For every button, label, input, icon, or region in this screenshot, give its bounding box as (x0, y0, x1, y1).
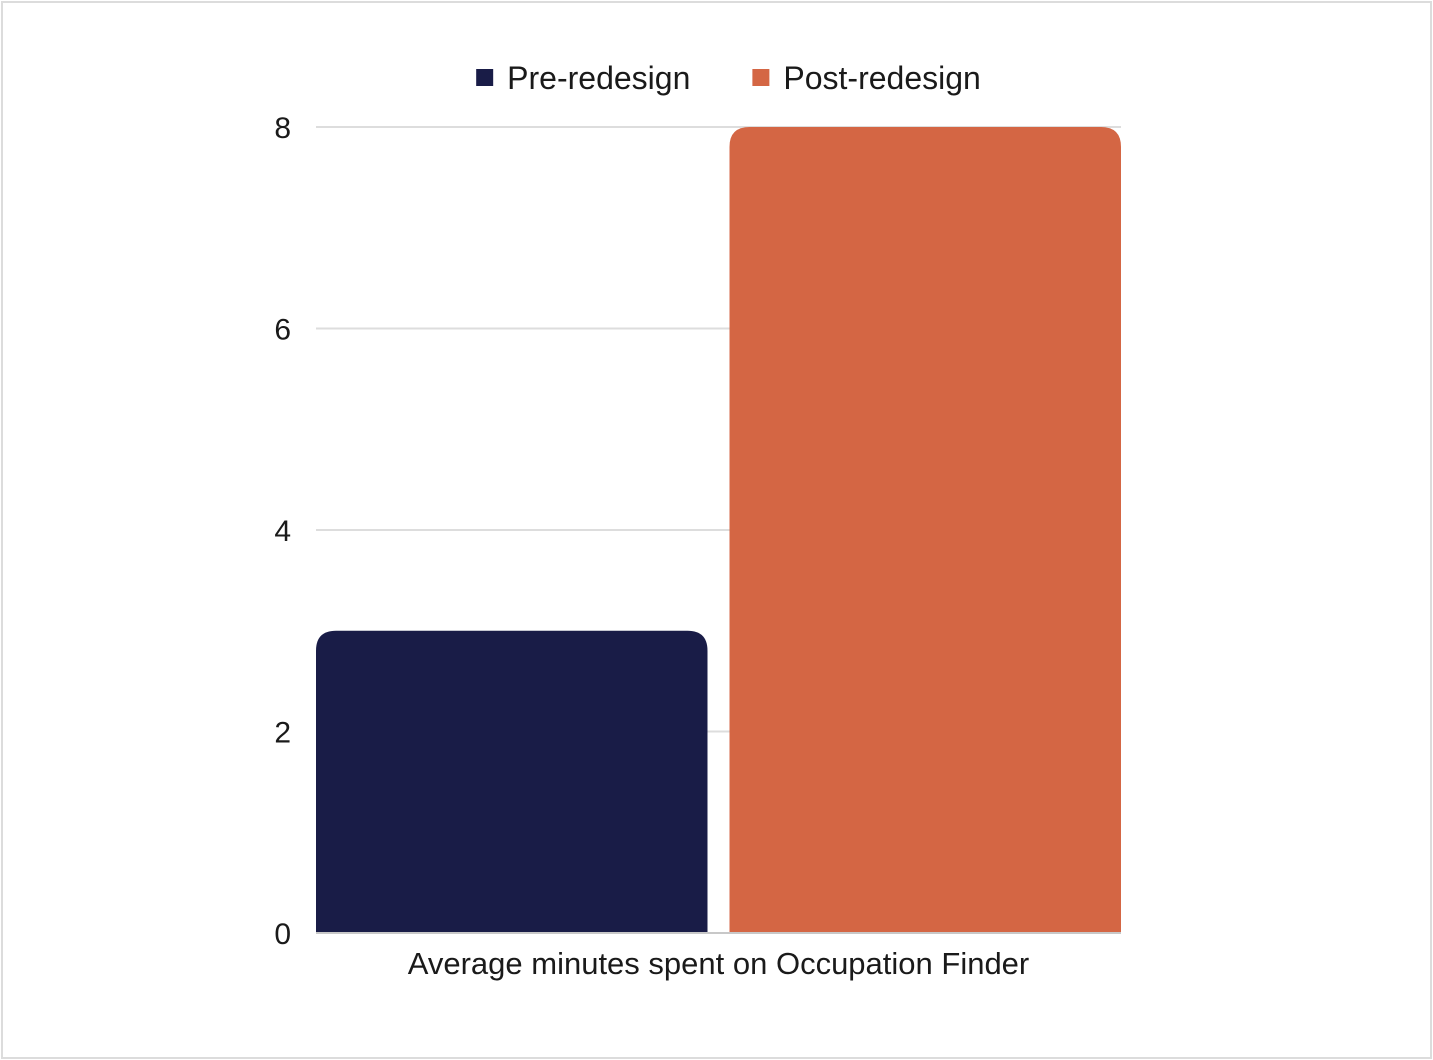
x-category-label: Average minutes spent on Occupation Find… (408, 946, 1030, 981)
legend-item-pre-redesign: Pre-redesign (476, 60, 690, 96)
legend-swatch (752, 69, 770, 86)
category-labels: Average minutes spent on Occupation Find… (408, 946, 1030, 981)
legend: Pre-redesign Post-redesign (476, 60, 981, 96)
legend-label: Pre-redesign (507, 60, 690, 96)
y-tick-label: 8 (274, 112, 291, 145)
y-axis-ticks: 0 2 4 6 8 (274, 112, 291, 951)
legend-item-post-redesign: Post-redesign (752, 60, 981, 96)
legend-swatch (476, 69, 494, 86)
y-tick-label: 0 (274, 918, 291, 951)
bar-post-redesign (729, 127, 1121, 933)
bars (316, 127, 1121, 933)
y-tick-label: 2 (274, 717, 291, 750)
y-tick-label: 6 (274, 314, 291, 347)
legend-label: Post-redesign (783, 60, 980, 96)
y-tick-label: 4 (274, 515, 291, 548)
bar-pre-redesign (316, 630, 708, 933)
